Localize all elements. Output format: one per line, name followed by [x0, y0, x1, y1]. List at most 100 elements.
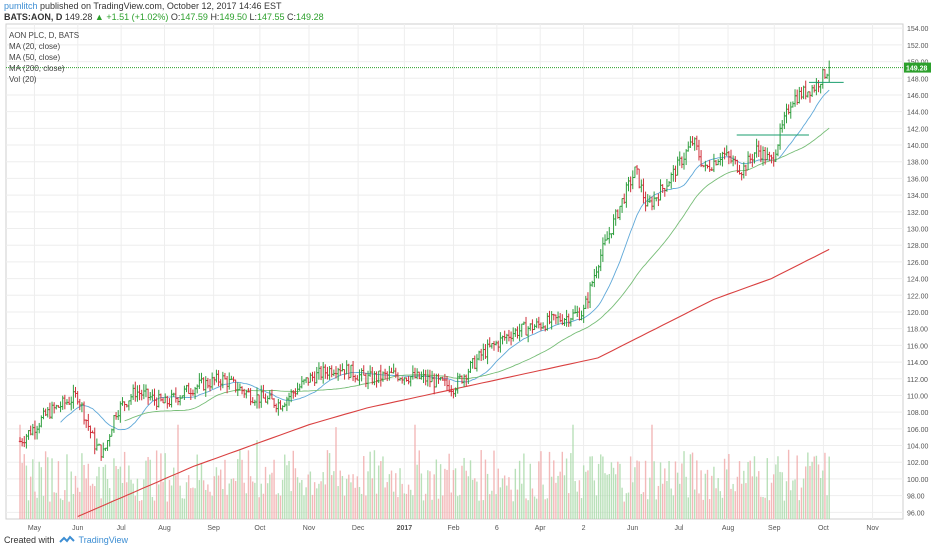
volume-bar — [143, 479, 145, 519]
volume-bar — [474, 478, 476, 519]
volume-bar — [354, 487, 356, 519]
volume-bar — [681, 463, 683, 519]
legend-volume[interactable]: Vol (20) — [9, 75, 37, 84]
volume-bar — [211, 495, 213, 519]
volume-bar — [683, 451, 685, 519]
volume-bar — [787, 449, 790, 519]
volume-bar — [589, 456, 591, 519]
volume-bar — [128, 465, 130, 519]
volume-bar — [215, 467, 218, 519]
legend-ma20[interactable]: MA (20, close) — [9, 42, 61, 51]
volume-bar — [503, 475, 506, 519]
volume-bar — [147, 457, 149, 519]
volume-bar — [53, 492, 55, 519]
volume-bar — [815, 455, 818, 519]
x-tick-label: Aug — [722, 525, 735, 532]
volume-bar — [192, 487, 194, 519]
volume-bar — [262, 493, 265, 519]
volume-bar — [252, 481, 254, 519]
volume-bar — [224, 459, 226, 519]
volume-bar — [305, 487, 307, 519]
y-tick-label: 148.00 — [907, 76, 929, 83]
volume-bar — [506, 485, 508, 519]
low-label: L: — [249, 12, 257, 22]
volume-bar — [32, 459, 34, 519]
y-tick-label: 98.00 — [907, 494, 925, 501]
volume-bar — [693, 489, 696, 519]
legend-ma200[interactable]: MA (200, close) — [9, 64, 65, 73]
volume-bar — [205, 489, 207, 519]
volume-bar — [461, 465, 463, 519]
footer: Created with TradingView — [4, 535, 128, 545]
open-value: 147.59 — [180, 12, 208, 22]
volume-bar — [213, 476, 215, 519]
volume-bar — [179, 485, 181, 519]
volume-bar — [420, 473, 423, 519]
volume-bar — [649, 477, 651, 519]
legend-ma50[interactable]: MA (50, close) — [9, 53, 61, 62]
volume-bar — [245, 493, 248, 519]
volume-bar — [136, 478, 139, 519]
volume-bar — [126, 482, 128, 519]
volume-bar — [740, 483, 743, 519]
volume-bar — [307, 474, 309, 519]
author-link[interactable]: pumlitch — [4, 1, 38, 11]
volume-bar — [713, 466, 715, 519]
volume-bar — [702, 499, 704, 519]
volume-bar — [264, 466, 267, 519]
volume-bar — [162, 481, 164, 519]
volume-bar — [249, 476, 252, 519]
volume-bar — [653, 461, 655, 519]
x-tick-label: Feb — [447, 525, 459, 532]
volume-bar — [510, 489, 512, 519]
volume-bar — [559, 471, 561, 519]
volume-bar — [619, 463, 621, 519]
volume-bar — [158, 484, 160, 519]
volume-bar — [621, 487, 623, 519]
volume-bar — [38, 461, 40, 519]
volume-bar — [412, 495, 414, 519]
volume-bar — [429, 471, 431, 519]
y-tick-label: 122.00 — [907, 293, 929, 300]
volume-bar — [499, 487, 502, 519]
x-tick-label: Sep — [768, 525, 781, 532]
volume-bar — [207, 484, 209, 519]
volume-bar — [760, 496, 762, 519]
volume-bar — [72, 493, 75, 519]
volume-bar — [275, 494, 277, 519]
volume-bar — [629, 456, 632, 519]
volume-bar — [160, 453, 162, 519]
volume-bar — [301, 479, 303, 519]
volume-bar — [480, 450, 482, 519]
volume-bar — [91, 483, 94, 519]
tradingview-logo-icon[interactable] — [58, 535, 75, 545]
volume-bar — [386, 482, 388, 519]
volume-bar — [173, 467, 175, 519]
volume-bar — [700, 470, 702, 519]
volume-bar — [286, 465, 288, 519]
volume-bar — [617, 461, 619, 519]
volume-bar — [651, 424, 653, 519]
volume-bar — [687, 497, 689, 519]
volume-bar — [448, 453, 450, 519]
x-tick-label: Nov — [303, 525, 316, 532]
y-tick-label: 114.00 — [907, 360, 928, 367]
volume-bar — [706, 469, 709, 519]
volume-bar — [824, 452, 826, 519]
tradingview-brand[interactable]: TradingView — [78, 535, 129, 545]
volume-bar — [570, 453, 572, 519]
volume-bar — [341, 475, 344, 519]
volume-bar — [333, 471, 335, 519]
volume-bar — [316, 488, 318, 519]
volume-bar — [395, 473, 397, 519]
volume-bar — [292, 450, 294, 519]
volume-bar — [141, 500, 143, 519]
volume-bar — [96, 476, 98, 519]
volume-bar — [298, 482, 301, 519]
volume-bar — [595, 495, 598, 519]
volume-bar — [610, 462, 613, 519]
price-chart[interactable]: 96.00 98.00 100.00 102.00 104.00 106.00 108.00… — [0, 22, 932, 534]
volume-bar — [758, 471, 760, 519]
volume-bar — [561, 451, 564, 519]
volume-bar — [717, 478, 719, 519]
